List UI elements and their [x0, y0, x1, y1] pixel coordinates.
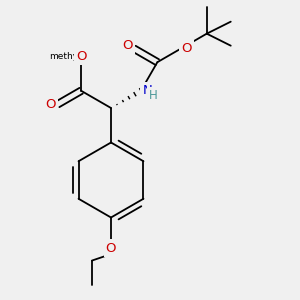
Text: O: O	[76, 50, 86, 63]
Text: H: H	[149, 89, 158, 102]
Text: O: O	[76, 50, 86, 63]
Text: methyl: methyl	[49, 52, 80, 61]
Text: O: O	[106, 242, 116, 255]
Text: O: O	[123, 39, 133, 52]
Text: O: O	[45, 98, 56, 111]
Text: N: N	[142, 84, 152, 97]
Text: O: O	[182, 42, 192, 55]
